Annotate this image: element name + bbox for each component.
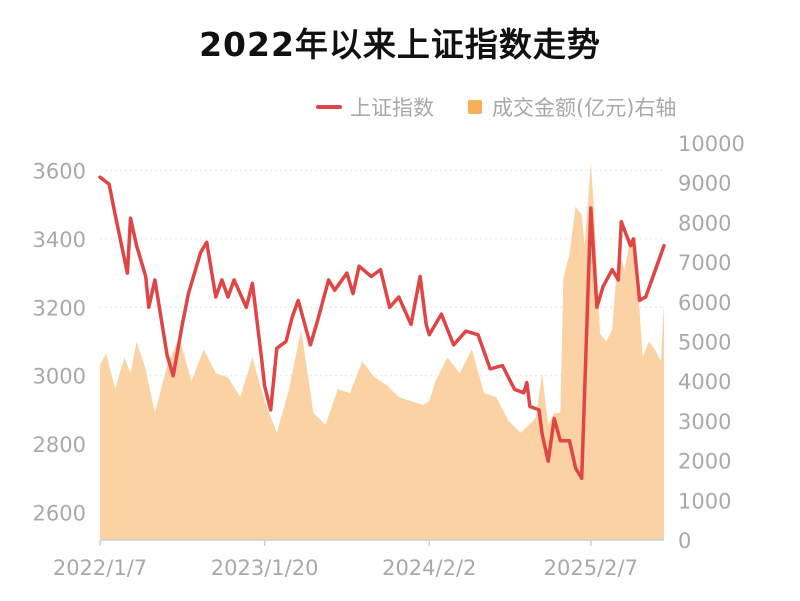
volume-area-layer (100, 162, 664, 540)
y-left-tick-label: 3200 (33, 296, 86, 320)
y-right-tick-label: 7000 (678, 251, 731, 275)
y-right-tick-label: 8000 (678, 211, 731, 235)
y-right-tick-label: 10000 (678, 132, 745, 156)
y-right-tick-label: 9000 (678, 172, 731, 196)
index-line-layer (98, 175, 666, 481)
y-right-tick-label: 4000 (678, 370, 731, 394)
legend-label-volume: 成交金额(亿元)右轴 (492, 96, 677, 120)
y-right-tick-label: 3000 (678, 410, 731, 434)
legend-item-volume: 成交金额(亿元)右轴 (468, 92, 676, 122)
y-left-tick-label: 2600 (33, 502, 86, 526)
index-line (98, 175, 666, 481)
axes (99, 539, 664, 546)
legend-line-swatch (316, 105, 342, 109)
legend: 上证指数 成交金额(亿元)右轴 (316, 92, 710, 122)
y-right-tick-label: 5000 (678, 331, 731, 355)
x-tick-label: 2024/2/2 (382, 556, 476, 580)
legend-label-index: 上证指数 (350, 96, 434, 120)
tick-labels: 2022/1/7 2023/1/20 2024/2/2 2025/2/7 2600 280… (33, 132, 745, 580)
y-right-tick-label: 1000 (678, 489, 731, 513)
x-tick-label: 2023/1/20 (211, 556, 319, 580)
y-left-tick-label: 3400 (33, 228, 86, 252)
chart-title: 2022年以来上证指数走势 (199, 25, 601, 64)
legend-item-index: 上证指数 (316, 92, 434, 122)
volume-area (100, 162, 664, 540)
y-left-tick-label: 3000 (33, 365, 86, 389)
y-left-tick-label: 3600 (33, 159, 86, 183)
y-right-tick-label: 0 (678, 529, 691, 553)
y-left-tick-label: 2800 (33, 433, 86, 457)
x-tick-label: 2022/1/7 (53, 556, 147, 580)
x-tick-label: 2025/2/7 (544, 556, 638, 580)
y-right-tick-label: 6000 (678, 291, 731, 315)
y-right-tick-label: 2000 (678, 450, 731, 474)
legend-area-swatch (468, 100, 482, 114)
